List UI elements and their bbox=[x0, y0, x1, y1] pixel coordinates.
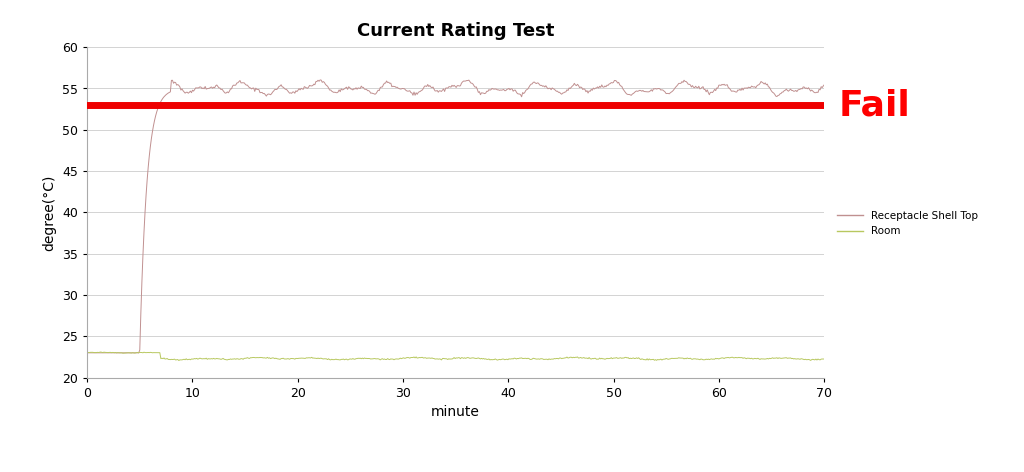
Room bbox=[748, 356, 760, 362]
Room bbox=[567, 354, 580, 360]
Room bbox=[94, 349, 106, 355]
Receptacle Shell Top bbox=[746, 84, 759, 90]
Receptacle Shell Top bbox=[566, 83, 579, 89]
Line: Receptacle Shell Top: Receptacle Shell Top bbox=[87, 80, 824, 353]
Room bbox=[291, 355, 303, 361]
Room bbox=[656, 356, 669, 362]
Receptacle Shell Top bbox=[818, 82, 830, 87]
Legend: Receptacle Shell Top, Room: Receptacle Shell Top, Room bbox=[837, 211, 978, 236]
Receptacle Shell Top bbox=[314, 77, 327, 83]
Line: Room: Room bbox=[87, 352, 824, 361]
Room bbox=[316, 356, 329, 362]
X-axis label: minute: minute bbox=[431, 405, 480, 419]
Receptacle Shell Top bbox=[81, 350, 93, 356]
Y-axis label: degree(°C): degree(°C) bbox=[42, 174, 56, 251]
Text: Fail: Fail bbox=[839, 88, 910, 122]
Room bbox=[818, 356, 830, 362]
Receptacle Shell Top bbox=[655, 87, 668, 93]
Room bbox=[81, 350, 93, 355]
Text: Case: Temperature Rise Curve Fail: Case: Temperature Rise Curve Fail bbox=[244, 427, 780, 455]
Room bbox=[263, 355, 275, 361]
Receptacle Shell Top bbox=[289, 90, 301, 96]
Receptacle Shell Top bbox=[261, 92, 273, 97]
Receptacle Shell Top bbox=[315, 77, 328, 83]
Title: Current Rating Test: Current Rating Test bbox=[357, 22, 554, 40]
Room bbox=[173, 358, 185, 363]
